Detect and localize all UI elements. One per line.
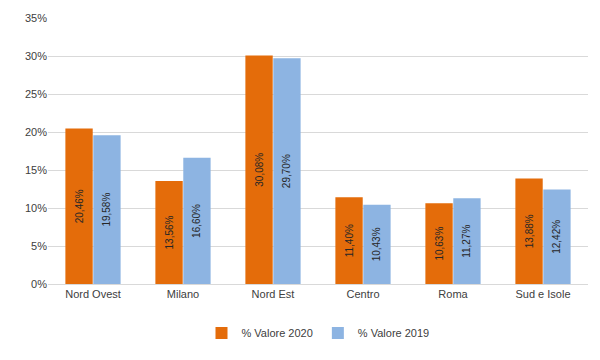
svg-text:19,58%: 19,58% bbox=[101, 193, 112, 227]
svg-text:Nord Ovest: Nord Ovest bbox=[65, 288, 121, 300]
svg-text:20,46%: 20,46% bbox=[74, 189, 85, 223]
svg-text:0%: 0% bbox=[31, 278, 47, 290]
svg-text:10%: 10% bbox=[25, 202, 47, 214]
svg-text:Milano: Milano bbox=[167, 288, 199, 300]
svg-text:35%: 35% bbox=[25, 12, 47, 24]
svg-text:10,63%: 10,63% bbox=[434, 227, 445, 261]
svg-text:13,56%: 13,56% bbox=[164, 215, 175, 249]
svg-text:12,42%: 12,42% bbox=[551, 220, 562, 254]
svg-text:% Valore 2020: % Valore 2020 bbox=[242, 327, 313, 339]
svg-text:% Valore 2019: % Valore 2019 bbox=[358, 327, 429, 339]
svg-text:30%: 30% bbox=[25, 50, 47, 62]
svg-text:Nord Est: Nord Est bbox=[252, 288, 295, 300]
svg-text:11,27%: 11,27% bbox=[461, 225, 472, 258]
svg-text:15%: 15% bbox=[25, 164, 47, 176]
svg-text:16,60%: 16,60% bbox=[191, 204, 202, 238]
svg-text:5%: 5% bbox=[31, 240, 47, 252]
svg-text:30,08%: 30,08% bbox=[254, 153, 265, 187]
svg-text:Centro: Centro bbox=[346, 288, 379, 300]
svg-text:Sud e Isole: Sud e Isole bbox=[515, 288, 570, 300]
svg-text:11,40%: 11,40% bbox=[344, 224, 355, 257]
svg-text:20%: 20% bbox=[25, 126, 47, 138]
svg-text:Roma: Roma bbox=[438, 288, 468, 300]
svg-text:29,70%: 29,70% bbox=[281, 154, 292, 188]
svg-text:10,43%: 10,43% bbox=[371, 227, 382, 261]
svg-text:25%: 25% bbox=[25, 88, 47, 100]
svg-text:13,88%: 13,88% bbox=[524, 214, 535, 248]
